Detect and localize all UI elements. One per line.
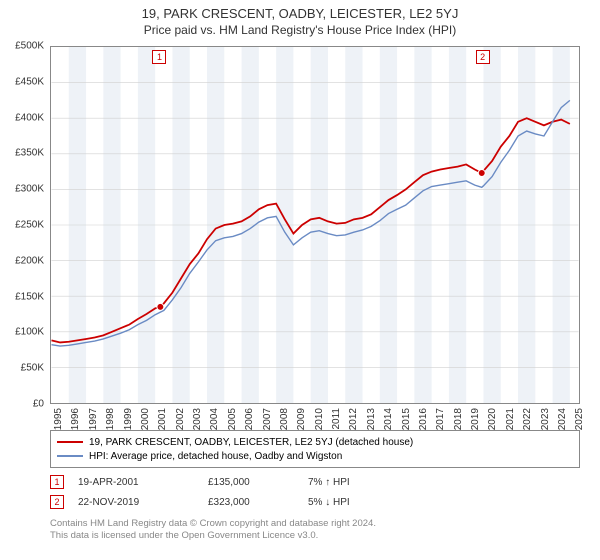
x-axis-label: 2002 bbox=[175, 408, 186, 430]
x-axis-label: 2007 bbox=[262, 408, 273, 430]
x-axis-label: 1997 bbox=[88, 408, 99, 430]
sale-marker-badge: 2 bbox=[476, 50, 490, 64]
chart-area: £0£50K£100K£150K£200K£250K£300K£350K£400… bbox=[50, 46, 580, 404]
y-axis-label: £400K bbox=[15, 112, 44, 123]
x-axis-label: 2015 bbox=[401, 408, 412, 430]
sale-row: 1 19-APR-2001£135,0007% ↑ HPI bbox=[50, 472, 388, 492]
sale-date: 22-NOV-2019 bbox=[78, 497, 208, 508]
chart-container: 19, PARK CRESCENT, OADBY, LEICESTER, LE2… bbox=[0, 0, 600, 560]
x-axis-label: 2003 bbox=[192, 408, 203, 430]
footer-line1: Contains HM Land Registry data © Crown c… bbox=[50, 518, 376, 530]
sale-marker-badge: 1 bbox=[152, 50, 166, 64]
x-axis-label: 2013 bbox=[366, 408, 377, 430]
x-axis-label: 2001 bbox=[157, 408, 168, 430]
y-axis-label: £250K bbox=[15, 220, 44, 231]
chart-subtitle: Price paid vs. HM Land Registry's House … bbox=[0, 21, 600, 41]
legend-label: HPI: Average price, detached house, Oadb… bbox=[89, 451, 342, 462]
chart-title: 19, PARK CRESCENT, OADBY, LEICESTER, LE2… bbox=[0, 0, 600, 21]
y-axis-label: £100K bbox=[15, 327, 44, 338]
x-axis-label: 1999 bbox=[123, 408, 134, 430]
x-axis-label: 2023 bbox=[540, 408, 551, 430]
plot-svg bbox=[50, 46, 580, 404]
x-axis-label: 2017 bbox=[435, 408, 446, 430]
y-axis-label: £300K bbox=[15, 184, 44, 195]
x-axis-label: 2025 bbox=[574, 408, 585, 430]
sale-badge: 2 bbox=[50, 495, 64, 509]
x-axis-label: 2019 bbox=[470, 408, 481, 430]
y-axis-label: £150K bbox=[15, 291, 44, 302]
y-axis-label: £350K bbox=[15, 148, 44, 159]
x-axis-label: 2014 bbox=[383, 408, 394, 430]
sale-delta: 7% ↑ HPI bbox=[308, 477, 388, 488]
legend-item: 19, PARK CRESCENT, OADBY, LEICESTER, LE2… bbox=[57, 435, 573, 449]
x-axis-label: 2011 bbox=[331, 408, 342, 430]
x-axis-label: 1998 bbox=[105, 408, 116, 430]
x-axis-label: 1995 bbox=[53, 408, 64, 430]
legend-swatch bbox=[57, 441, 83, 443]
x-axis-label: 2006 bbox=[244, 408, 255, 430]
legend: 19, PARK CRESCENT, OADBY, LEICESTER, LE2… bbox=[50, 430, 580, 468]
x-axis-label: 2005 bbox=[227, 408, 238, 430]
x-axis-label: 2009 bbox=[296, 408, 307, 430]
y-axis-label: £50K bbox=[21, 363, 44, 374]
sale-delta: 5% ↓ HPI bbox=[308, 497, 388, 508]
legend-item: HPI: Average price, detached house, Oadb… bbox=[57, 449, 573, 463]
x-axis-label: 2024 bbox=[557, 408, 568, 430]
sale-row: 2 22-NOV-2019£323,0005% ↓ HPI bbox=[50, 492, 388, 512]
x-axis-label: 2020 bbox=[487, 408, 498, 430]
x-axis-label: 2018 bbox=[453, 408, 464, 430]
y-axis-label: £450K bbox=[15, 76, 44, 87]
x-axis-label: 2021 bbox=[505, 408, 516, 430]
x-axis-label: 2008 bbox=[279, 408, 290, 430]
sale-price: £323,000 bbox=[208, 497, 308, 508]
footer-attribution: Contains HM Land Registry data © Crown c… bbox=[50, 518, 376, 543]
x-axis-label: 2022 bbox=[522, 408, 533, 430]
x-axis-label: 2016 bbox=[418, 408, 429, 430]
x-axis-label: 2010 bbox=[314, 408, 325, 430]
sale-price: £135,000 bbox=[208, 477, 308, 488]
x-axis-label: 2012 bbox=[348, 408, 359, 430]
x-axis-label: 2000 bbox=[140, 408, 151, 430]
x-axis-label: 2004 bbox=[209, 408, 220, 430]
y-axis-label: £200K bbox=[15, 255, 44, 266]
sale-date: 19-APR-2001 bbox=[78, 477, 208, 488]
legend-label: 19, PARK CRESCENT, OADBY, LEICESTER, LE2… bbox=[89, 437, 413, 448]
y-axis-label: £500K bbox=[15, 41, 44, 52]
footer-line2: This data is licensed under the Open Gov… bbox=[50, 530, 376, 542]
x-axis-label: 1996 bbox=[70, 408, 81, 430]
sale-badge: 1 bbox=[50, 475, 64, 489]
legend-swatch bbox=[57, 455, 83, 457]
sales-table: 1 19-APR-2001£135,0007% ↑ HPI 2 22-NOV-2019… bbox=[50, 472, 388, 512]
y-axis-label: £0 bbox=[33, 399, 44, 410]
